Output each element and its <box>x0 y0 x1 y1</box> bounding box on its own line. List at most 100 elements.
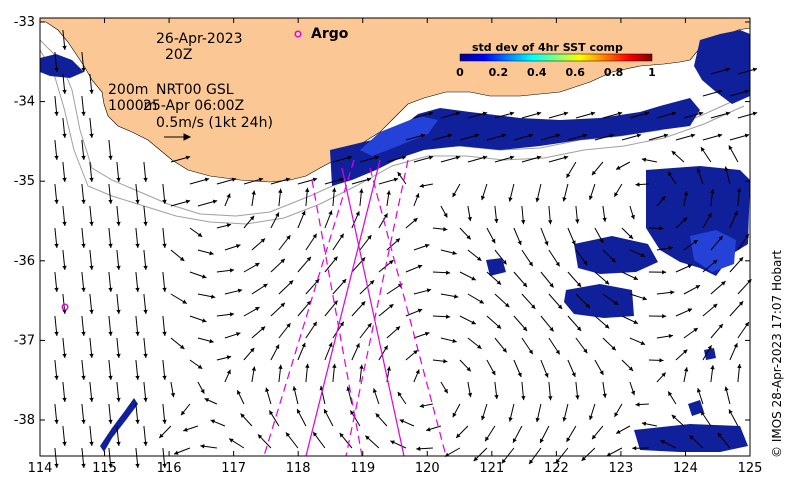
track-edge-b2 <box>369 167 447 457</box>
current-vector-head <box>696 168 701 173</box>
track-edge-b1 <box>311 179 363 457</box>
current-vector-head <box>286 235 291 240</box>
x-tick-label: 116 <box>157 461 182 476</box>
current-vector-head <box>616 165 621 170</box>
current-vector-head <box>419 183 424 188</box>
current-vector-head <box>89 177 94 182</box>
current-vector-head <box>162 419 167 424</box>
current-vector-head <box>659 226 664 231</box>
current-vector-head <box>613 300 619 305</box>
current-vector-head <box>301 210 306 216</box>
current-vector-head <box>717 89 723 94</box>
current-vector-head <box>473 456 479 462</box>
current-vector-head <box>616 429 621 434</box>
current-vector-head <box>229 438 234 443</box>
current-vector-head <box>393 177 399 182</box>
current-vector-head <box>386 190 391 195</box>
current-vector-head <box>301 342 306 348</box>
current-vector-head <box>476 256 482 261</box>
current-vector-head <box>536 111 542 116</box>
time-label: 20Z <box>165 47 192 63</box>
current-vector-head <box>428 155 434 160</box>
current-vector-head <box>62 89 67 94</box>
current-vector-head <box>549 283 554 288</box>
current-vector-head <box>339 432 344 438</box>
current-vector-head <box>212 199 218 204</box>
current-vector-head <box>62 353 67 358</box>
current-vector-head <box>413 350 418 355</box>
current-vector-head <box>575 219 580 224</box>
current-vector-head <box>562 417 567 422</box>
current-vector-head <box>614 192 619 197</box>
x-tick-label: 125 <box>738 461 763 476</box>
current-vector-head <box>659 358 664 363</box>
current-vector-head <box>733 343 738 348</box>
current-vector-head <box>628 366 634 371</box>
colorbar-tick-label: 0 <box>456 66 464 79</box>
current-vector-head <box>455 111 461 116</box>
plot-frame <box>39 17 751 457</box>
current-vector-head <box>443 358 448 364</box>
current-vector-head <box>417 264 423 269</box>
track-centre-a <box>305 159 381 457</box>
current-vector-head <box>135 375 140 380</box>
current-vector-head <box>229 268 235 273</box>
colorbar-tick-label: 1 <box>648 66 656 79</box>
x-tick-label: 124 <box>673 461 698 476</box>
current-vector-head <box>453 294 459 299</box>
current-vector-head <box>426 288 432 293</box>
current-vector-head <box>671 150 677 156</box>
current-vector-head <box>237 288 243 293</box>
current-vector-head <box>278 364 283 369</box>
current-vector-head <box>417 308 423 313</box>
current-vector-head <box>395 326 401 331</box>
current-vector-head <box>548 396 553 401</box>
current-vector-head <box>690 133 696 138</box>
current-vector-head <box>611 257 616 263</box>
current-vector-head <box>710 189 715 194</box>
current-vector-head <box>466 366 471 372</box>
current-vector-head <box>707 213 712 218</box>
current-vector-head <box>668 245 673 251</box>
current-vector-head <box>424 331 430 337</box>
current-vector-head <box>116 309 121 314</box>
isobath-1000m-label: 1000m <box>108 98 157 114</box>
current-vector-head <box>255 307 260 311</box>
current-vector-head <box>419 403 425 408</box>
product-time-label: 25-Apr 06:00Z <box>143 98 244 114</box>
current-vector-head <box>604 280 610 285</box>
current-vector-head <box>571 240 576 245</box>
current-vector-head <box>135 199 140 204</box>
current-vector-head <box>491 238 496 244</box>
current-vector-head <box>200 389 205 394</box>
colorbar-title: std dev of 4hr SST comp <box>472 41 623 54</box>
current-vector-head <box>630 214 635 220</box>
current-vector-head <box>562 197 567 202</box>
current-vector-head <box>54 67 59 72</box>
current-vector-head <box>452 338 457 344</box>
scale-arrow <box>164 133 192 141</box>
current-vector-head <box>162 287 167 292</box>
current-vector-head <box>588 195 594 200</box>
current-vector-head <box>744 89 750 94</box>
current-vector-head <box>210 419 216 424</box>
current-vector-head <box>521 395 526 401</box>
current-vector-head <box>323 409 328 414</box>
current-vector-head <box>182 299 187 304</box>
current-vector-head <box>275 344 280 350</box>
current-vector-head <box>108 155 113 160</box>
current-vector-head <box>502 347 507 353</box>
current-vector-head <box>467 216 472 222</box>
current-vector-head <box>54 419 59 424</box>
current-vector-head <box>529 459 534 465</box>
current-vector-head <box>555 261 560 267</box>
current-vector-head <box>661 196 666 201</box>
y-tick-label: -36 <box>14 254 35 269</box>
current-vector-head <box>62 177 67 182</box>
current-vector-head <box>540 438 544 444</box>
current-vector-head <box>62 265 67 270</box>
current-vector-head <box>306 256 311 262</box>
argo-float-marker[interactable] <box>61 303 69 311</box>
current-vector-head <box>582 133 588 138</box>
